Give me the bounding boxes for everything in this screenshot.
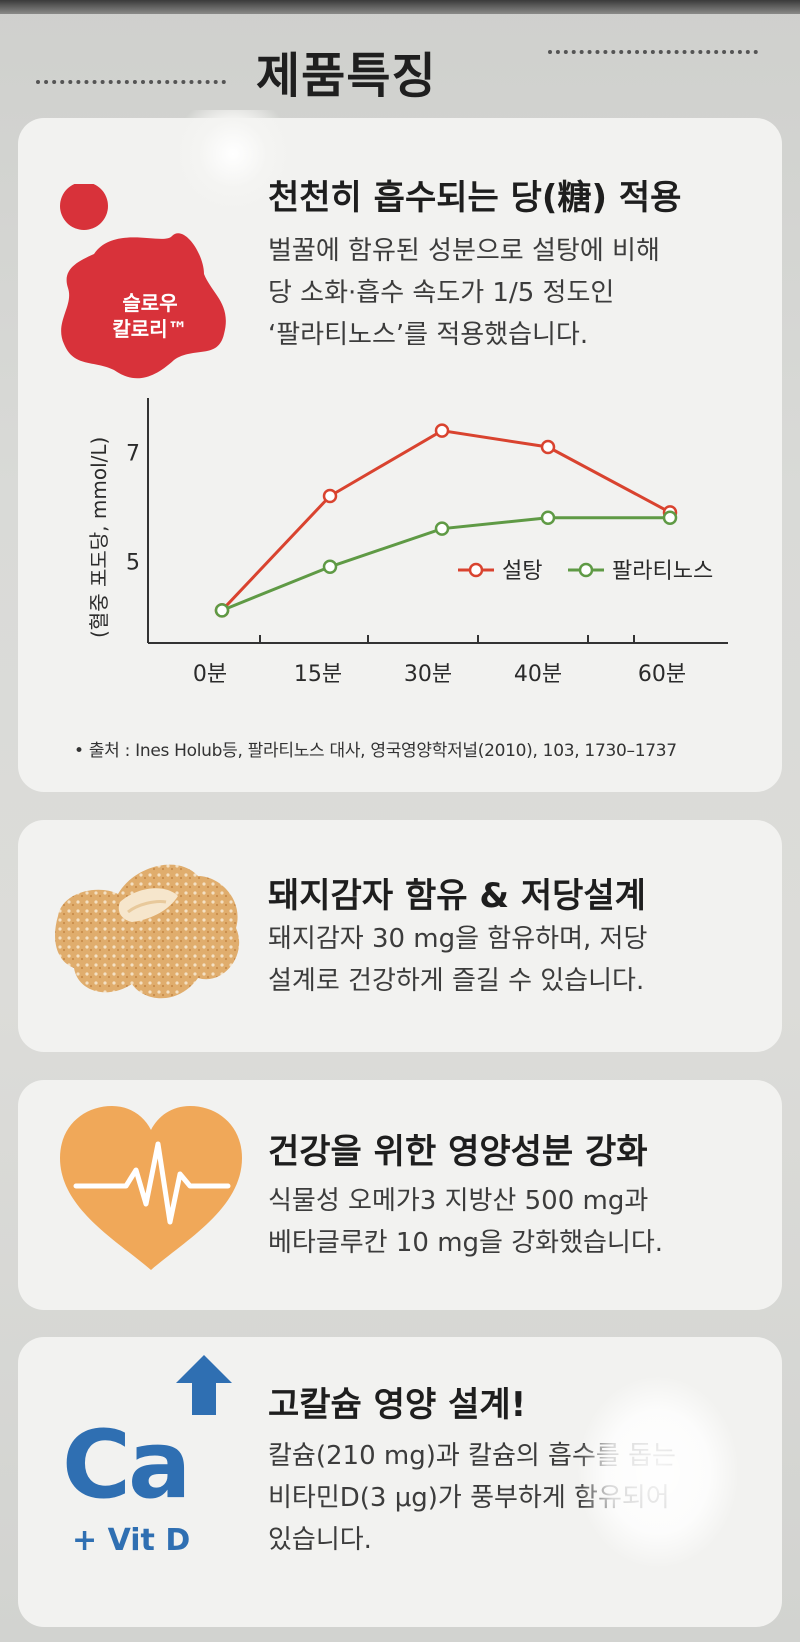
legend-label: 팔라티노스 [612, 559, 713, 584]
heart-pulse-icon [56, 1104, 246, 1274]
top-edge [0, 0, 800, 14]
feature-description: 돼지감자 30 mg을 함유하며, 저당 설계로 건강하게 즐길 수 있습니다. [268, 924, 648, 996]
source-note: • 출처 : Ines Holub등, 팔라티노스 대사, 영국영양학저널(20… [74, 741, 677, 761]
data-point [322, 559, 338, 575]
dotted-divider-right [548, 50, 758, 54]
data-point [322, 488, 338, 504]
section-title: 제품특징 [256, 48, 437, 104]
y-tick-label: 5 [126, 550, 140, 575]
data-point [540, 510, 556, 526]
legend-swatch-marker [578, 562, 594, 578]
feature-card-slow-sugar: 슬로우 칼로리™ 천천히 흡수되는 당(糖) 적용 벌꿀에 함유된 성분으로 설… [18, 110, 782, 792]
dotted-divider-left [36, 80, 226, 84]
data-point [434, 521, 450, 536]
legend-swatch-marker [468, 562, 484, 578]
x-tick-label: 60분 [638, 662, 686, 687]
feature-description: 벌꿀에 함유된 성분으로 설탕에 비해 당 소화·흡수 속도가 1/5 정도인 … [268, 236, 660, 350]
section-header: 제품특징 [0, 36, 800, 116]
data-point [214, 603, 230, 618]
light-glare [578, 1377, 738, 1567]
blood-glucose-chart: 7 5 (혈중 포도당, mmol/L) 0분 15분 30분 40분 60분 설탕 팔라티노스 [48, 398, 768, 738]
chart-svg: 7 5 (혈중 포도당, mmol/L) 0분 15분 30분 40분 60분 설탕 팔라티노스 [87, 398, 728, 687]
data-point [434, 423, 450, 438]
data-point [662, 510, 678, 526]
torn-paper-mark [178, 110, 288, 220]
feature-card-nutrients: 건강을 위한 영양성분 강화 식물성 오메가3 지방산 500 mg과 베타글루… [18, 1080, 782, 1310]
feature-description: 식물성 오메가3 지방산 500 mg과 베타글루칸 10 mg을 강화했습니다… [268, 1186, 664, 1258]
slow-calorie-badge-icon: 슬로우 칼로리™ [54, 182, 234, 384]
vitamin-d-label: + Vit D [72, 1523, 191, 1558]
calcium-symbol: Ca [62, 1411, 191, 1520]
feature-title: 건강을 위한 영양성분 강화 [268, 1132, 648, 1172]
x-tick-label: 15분 [294, 662, 342, 687]
badge-line-2: 칼로리™ [112, 317, 188, 341]
badge-line-1: 슬로우 [122, 291, 178, 315]
feature-card-calcium: Ca + Vit D 고칼슘 영양 설계! 칼슘(210 mg)과 칼슘의 흡수… [18, 1337, 782, 1627]
feature-title: 고칼슘 영양 설계! [268, 1385, 527, 1425]
feature-title: 천천히 흡수되는 당(糖) 적용 [268, 178, 682, 218]
y-axis-label: (혈중 포도당, mmol/L) [87, 437, 111, 638]
x-tick-label: 30분 [404, 662, 452, 687]
jerusalem-artichoke-icon [48, 836, 258, 1036]
x-tick-label: 40분 [514, 662, 562, 687]
data-point [540, 439, 556, 455]
feature-card-artichoke: 돼지감자 함유 & 저당설계 돼지감자 30 mg을 함유하며, 저당 설계로 … [18, 820, 782, 1052]
y-tick-label: 7 [126, 441, 140, 466]
feature-title: 돼지감자 함유 & 저당설계 [268, 876, 646, 916]
legend-label: 설탕 [502, 559, 542, 584]
calcium-up-arrow-icon: Ca + Vit D [62, 1353, 262, 1593]
x-tick-label: 0분 [193, 662, 227, 687]
